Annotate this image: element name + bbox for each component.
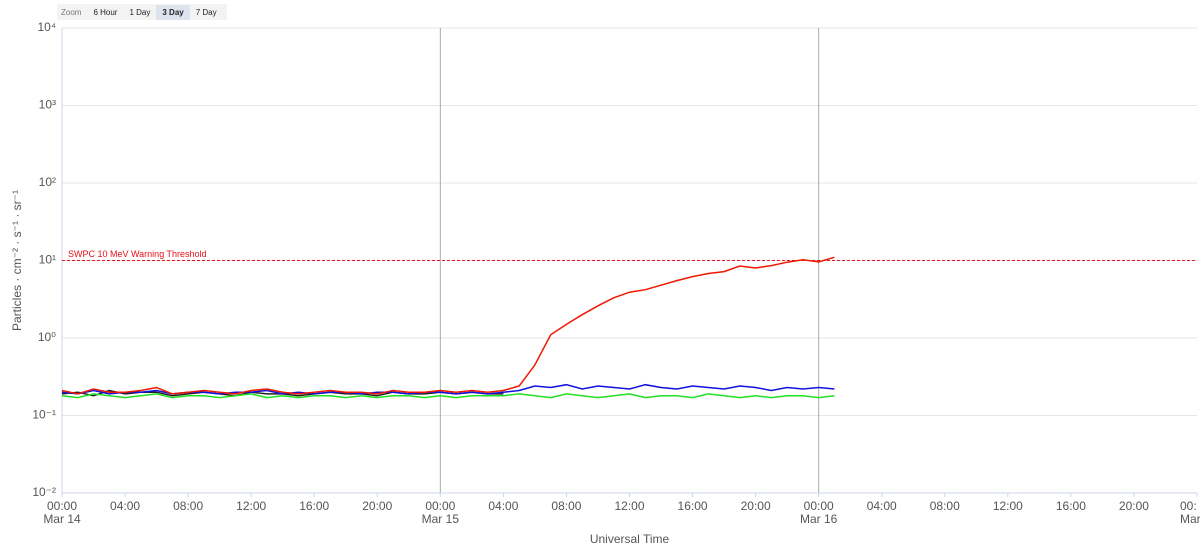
x-date-label: Mar bbox=[1180, 512, 1200, 526]
x-tick-label: 16:00 bbox=[1056, 499, 1086, 513]
series-line bbox=[61, 256, 835, 395]
x-axis-label: Universal Time bbox=[590, 532, 670, 546]
x-tick-label: 00:00 bbox=[804, 499, 834, 513]
x-tick-label: 00:00 bbox=[425, 499, 455, 513]
x-tick-label: 00: bbox=[1180, 499, 1197, 513]
y-tick-label: 10⁻¹ bbox=[32, 408, 56, 422]
zoom-label: Zoom bbox=[61, 7, 82, 17]
zoom-button[interactable]: 3 Day bbox=[156, 4, 190, 20]
zoom-button[interactable]: 1 Day bbox=[129, 7, 151, 17]
y-tick-label: 10⁻² bbox=[32, 485, 56, 499]
x-tick-label: 08:00 bbox=[173, 499, 203, 513]
series-line bbox=[61, 393, 835, 399]
zoom-bar: Zoom 6 Hour 1 Day 3 Day 7 Day bbox=[57, 4, 227, 20]
y-tick-label: 10⁰ bbox=[38, 330, 56, 344]
x-date-label: Mar 15 bbox=[422, 512, 460, 526]
x-tick-label: 12:00 bbox=[236, 499, 266, 513]
x-date-label: Mar 16 bbox=[800, 512, 838, 526]
x-tick-label: 08:00 bbox=[551, 499, 581, 513]
x-tick-label: 04:00 bbox=[867, 499, 897, 513]
y-tick-label: 10¹ bbox=[39, 253, 56, 267]
zoom-button[interactable]: 6 Hour bbox=[93, 7, 118, 17]
x-tick-label: 04:00 bbox=[488, 499, 518, 513]
x-tick-label: 20:00 bbox=[741, 499, 771, 513]
x-tick-label: 04:00 bbox=[110, 499, 140, 513]
x-tick-label: 00:00 bbox=[47, 499, 77, 513]
x-tick-label: 20:00 bbox=[1119, 499, 1149, 513]
x-tick-label: 12:00 bbox=[614, 499, 644, 513]
zoom-button[interactable]: 7 Day bbox=[195, 7, 217, 17]
y-axis-label: Particles · cm⁻² · s⁻¹ · sr⁻¹ bbox=[10, 190, 24, 331]
threshold-label: SWPC 10 MeV Warning Threshold bbox=[68, 249, 207, 259]
x-tick-label: 16:00 bbox=[299, 499, 329, 513]
y-tick-label: 10³ bbox=[39, 98, 56, 112]
x-date-label: Mar 14 bbox=[43, 512, 81, 526]
x-tick-label: 12:00 bbox=[993, 499, 1023, 513]
x-tick-label: 16:00 bbox=[678, 499, 708, 513]
y-tick-label: 10² bbox=[39, 175, 56, 189]
x-tick-label: 08:00 bbox=[930, 499, 960, 513]
y-tick-label: 10⁴ bbox=[37, 20, 56, 34]
series-line bbox=[61, 383, 835, 395]
x-tick-label: 20:00 bbox=[362, 499, 392, 513]
